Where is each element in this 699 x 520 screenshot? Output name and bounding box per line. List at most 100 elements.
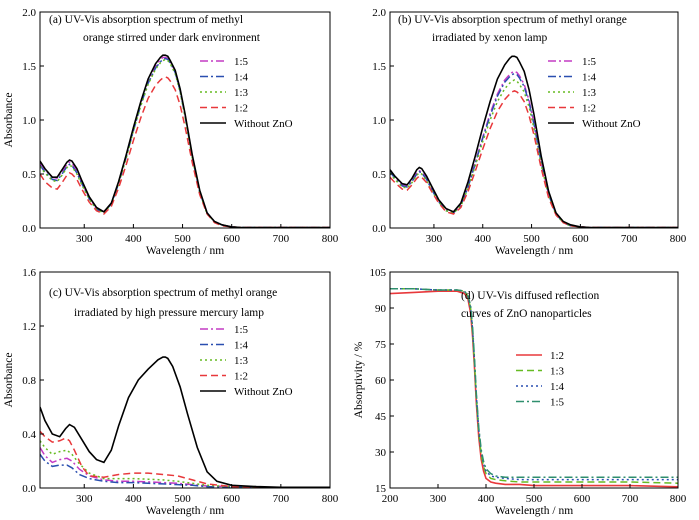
- y-tick-label: 30: [375, 447, 387, 459]
- x-tick-label: 800: [670, 233, 687, 245]
- chart-panel-1: 300 400 500 600 700 800 0.0 0.5 1.0 1.5 2.0 Wavelen…: [3, 7, 339, 257]
- y-tick-label: 75: [375, 339, 387, 351]
- series-line-1-2: [40, 75, 330, 228]
- x-tick-label: 300: [426, 233, 443, 245]
- y-axis-label: Absorptivity / %: [353, 341, 365, 418]
- x-tick-label: 800: [670, 493, 687, 505]
- x-tick-label: 500: [174, 493, 191, 505]
- x-tick-label: 700: [621, 233, 638, 245]
- legend-label: 1:3: [234, 355, 249, 367]
- plot-frame: [39, 271, 331, 489]
- x-tick-label: 600: [223, 493, 240, 505]
- x-tick-label: 500: [174, 233, 191, 245]
- y-tick-label: 45: [375, 411, 387, 423]
- x-tick-label: 300: [76, 233, 93, 245]
- y-tick-label: 1.0: [22, 115, 36, 127]
- x-tick-label: 500: [526, 493, 543, 505]
- x-tick-label: 800: [322, 233, 339, 245]
- series-line-1-5: [40, 56, 330, 228]
- series-line-1-4: [40, 57, 330, 228]
- series-line-1-5: [40, 447, 330, 488]
- legend-label: 1:4: [582, 72, 597, 84]
- legend-label: 1:2: [234, 103, 248, 115]
- series-line-1-4: [40, 453, 330, 488]
- y-tick-label: 105: [370, 267, 387, 279]
- series-line-1-5: [390, 70, 678, 228]
- x-axis-label: Wavelength / nm: [495, 505, 573, 517]
- chart-title-line: (b) UV-Vis absorption spectrum of methyl…: [398, 14, 627, 26]
- x-tick-label: 400: [474, 233, 491, 245]
- series-line-1-4: [390, 72, 678, 228]
- y-tick-label: 0.5: [372, 169, 386, 181]
- series-line-without-zno: [40, 54, 330, 228]
- chart-panel-2: 300 400 500 600 700 800 0.0 0.5 1.0 1.5 2.0 Wavelen…: [372, 7, 687, 257]
- x-tick-label: 200: [382, 493, 399, 505]
- y-tick-label: 0.8: [22, 375, 36, 387]
- legend-label: 1:2: [550, 350, 564, 362]
- y-tick-label: 0.4: [22, 429, 36, 441]
- y-tick-label: 1.5: [22, 61, 36, 73]
- y-tick-label: 1.5: [372, 61, 386, 73]
- y-tick-label: 0.0: [22, 483, 36, 495]
- series-line-without-zno: [390, 55, 678, 228]
- legend-label: 1:5: [234, 56, 249, 68]
- x-tick-label: 400: [125, 493, 142, 505]
- y-axis-label: Absorbance: [3, 93, 15, 148]
- series-line-without-zno: [40, 356, 330, 488]
- series-line-1-2: [390, 89, 678, 228]
- legend-label: 1:4: [550, 381, 565, 393]
- series-line-1-2: [390, 290, 678, 488]
- chart-title-line: orange stirred under dark environment: [83, 32, 261, 44]
- chart-title-line: (d) UV-Vis diffused reflection: [461, 290, 599, 302]
- legend-label: Without ZnO: [234, 386, 293, 398]
- x-tick-label: 300: [430, 493, 447, 505]
- x-axis-label: Wavelength / nm: [146, 245, 224, 257]
- legend-label: 1:5: [234, 324, 249, 336]
- x-axis-label: Wavelength / nm: [495, 245, 573, 257]
- x-tick-label: 700: [273, 233, 290, 245]
- series-line-1-3: [40, 440, 330, 488]
- chart-panel-3: 300 400 500 600 700 800 0.0 0.4 0.8 1.2 1.6 Wavelen…: [3, 267, 339, 517]
- x-tick-label: 700: [273, 493, 290, 505]
- y-tick-label: 1.0: [372, 115, 386, 127]
- legend-label: 1:5: [550, 397, 565, 409]
- chart-title-line: irradiated by xenon lamp: [432, 32, 548, 44]
- y-axis-label: Absorbance: [3, 353, 15, 408]
- x-tick-label: 600: [574, 493, 591, 505]
- x-tick-label: 300: [76, 493, 93, 505]
- legend-label: Without ZnO: [582, 118, 641, 130]
- x-tick-label: 600: [572, 233, 589, 245]
- legend-label: 1:2: [234, 371, 248, 383]
- chart-title-line: curves of ZnO nanoparticles: [461, 308, 592, 320]
- y-tick-label: 1.2: [22, 321, 36, 333]
- x-tick-label: 700: [622, 493, 639, 505]
- series-line-1-5: [390, 288, 678, 478]
- legend-label: 1:3: [582, 87, 597, 99]
- legend-label: 1:3: [234, 87, 249, 99]
- x-axis-label: Wavelength / nm: [146, 505, 224, 517]
- x-tick-label: 500: [523, 233, 540, 245]
- x-tick-label: 800: [322, 493, 339, 505]
- chart-title-line: (a) UV-Vis absorption spectrum of methyl: [49, 14, 243, 26]
- legend-label: 1:3: [550, 366, 565, 378]
- y-tick-label: 2.0: [22, 7, 36, 19]
- x-tick-label: 400: [478, 493, 495, 505]
- y-tick-label: 60: [375, 375, 387, 387]
- y-tick-label: 90: [375, 303, 387, 315]
- y-tick-label: 0.5: [22, 169, 36, 181]
- x-tick-label: 400: [125, 233, 142, 245]
- series-line-1-3: [40, 58, 330, 228]
- y-tick-label: 1.6: [22, 267, 36, 279]
- legend-label: 1:4: [234, 340, 249, 352]
- plot-frame: [389, 271, 679, 489]
- chart-panel-4: 200 300 400 500 600 700 800 15 30 45 60 75 90 105 Wave…: [353, 267, 687, 517]
- chart-title-line: (c) UV-Vis absorption spectrum of methyl…: [49, 287, 277, 299]
- y-tick-label: 0.0: [372, 223, 386, 235]
- legend-label: 1:2: [582, 103, 596, 115]
- legend-label: Without ZnO: [234, 118, 293, 130]
- chart-title-line: irradiated by high pressure mercury lamp: [74, 307, 264, 319]
- legend-label: 1:5: [582, 56, 597, 68]
- x-tick-label: 600: [223, 233, 240, 245]
- series-line-1-3: [390, 79, 678, 228]
